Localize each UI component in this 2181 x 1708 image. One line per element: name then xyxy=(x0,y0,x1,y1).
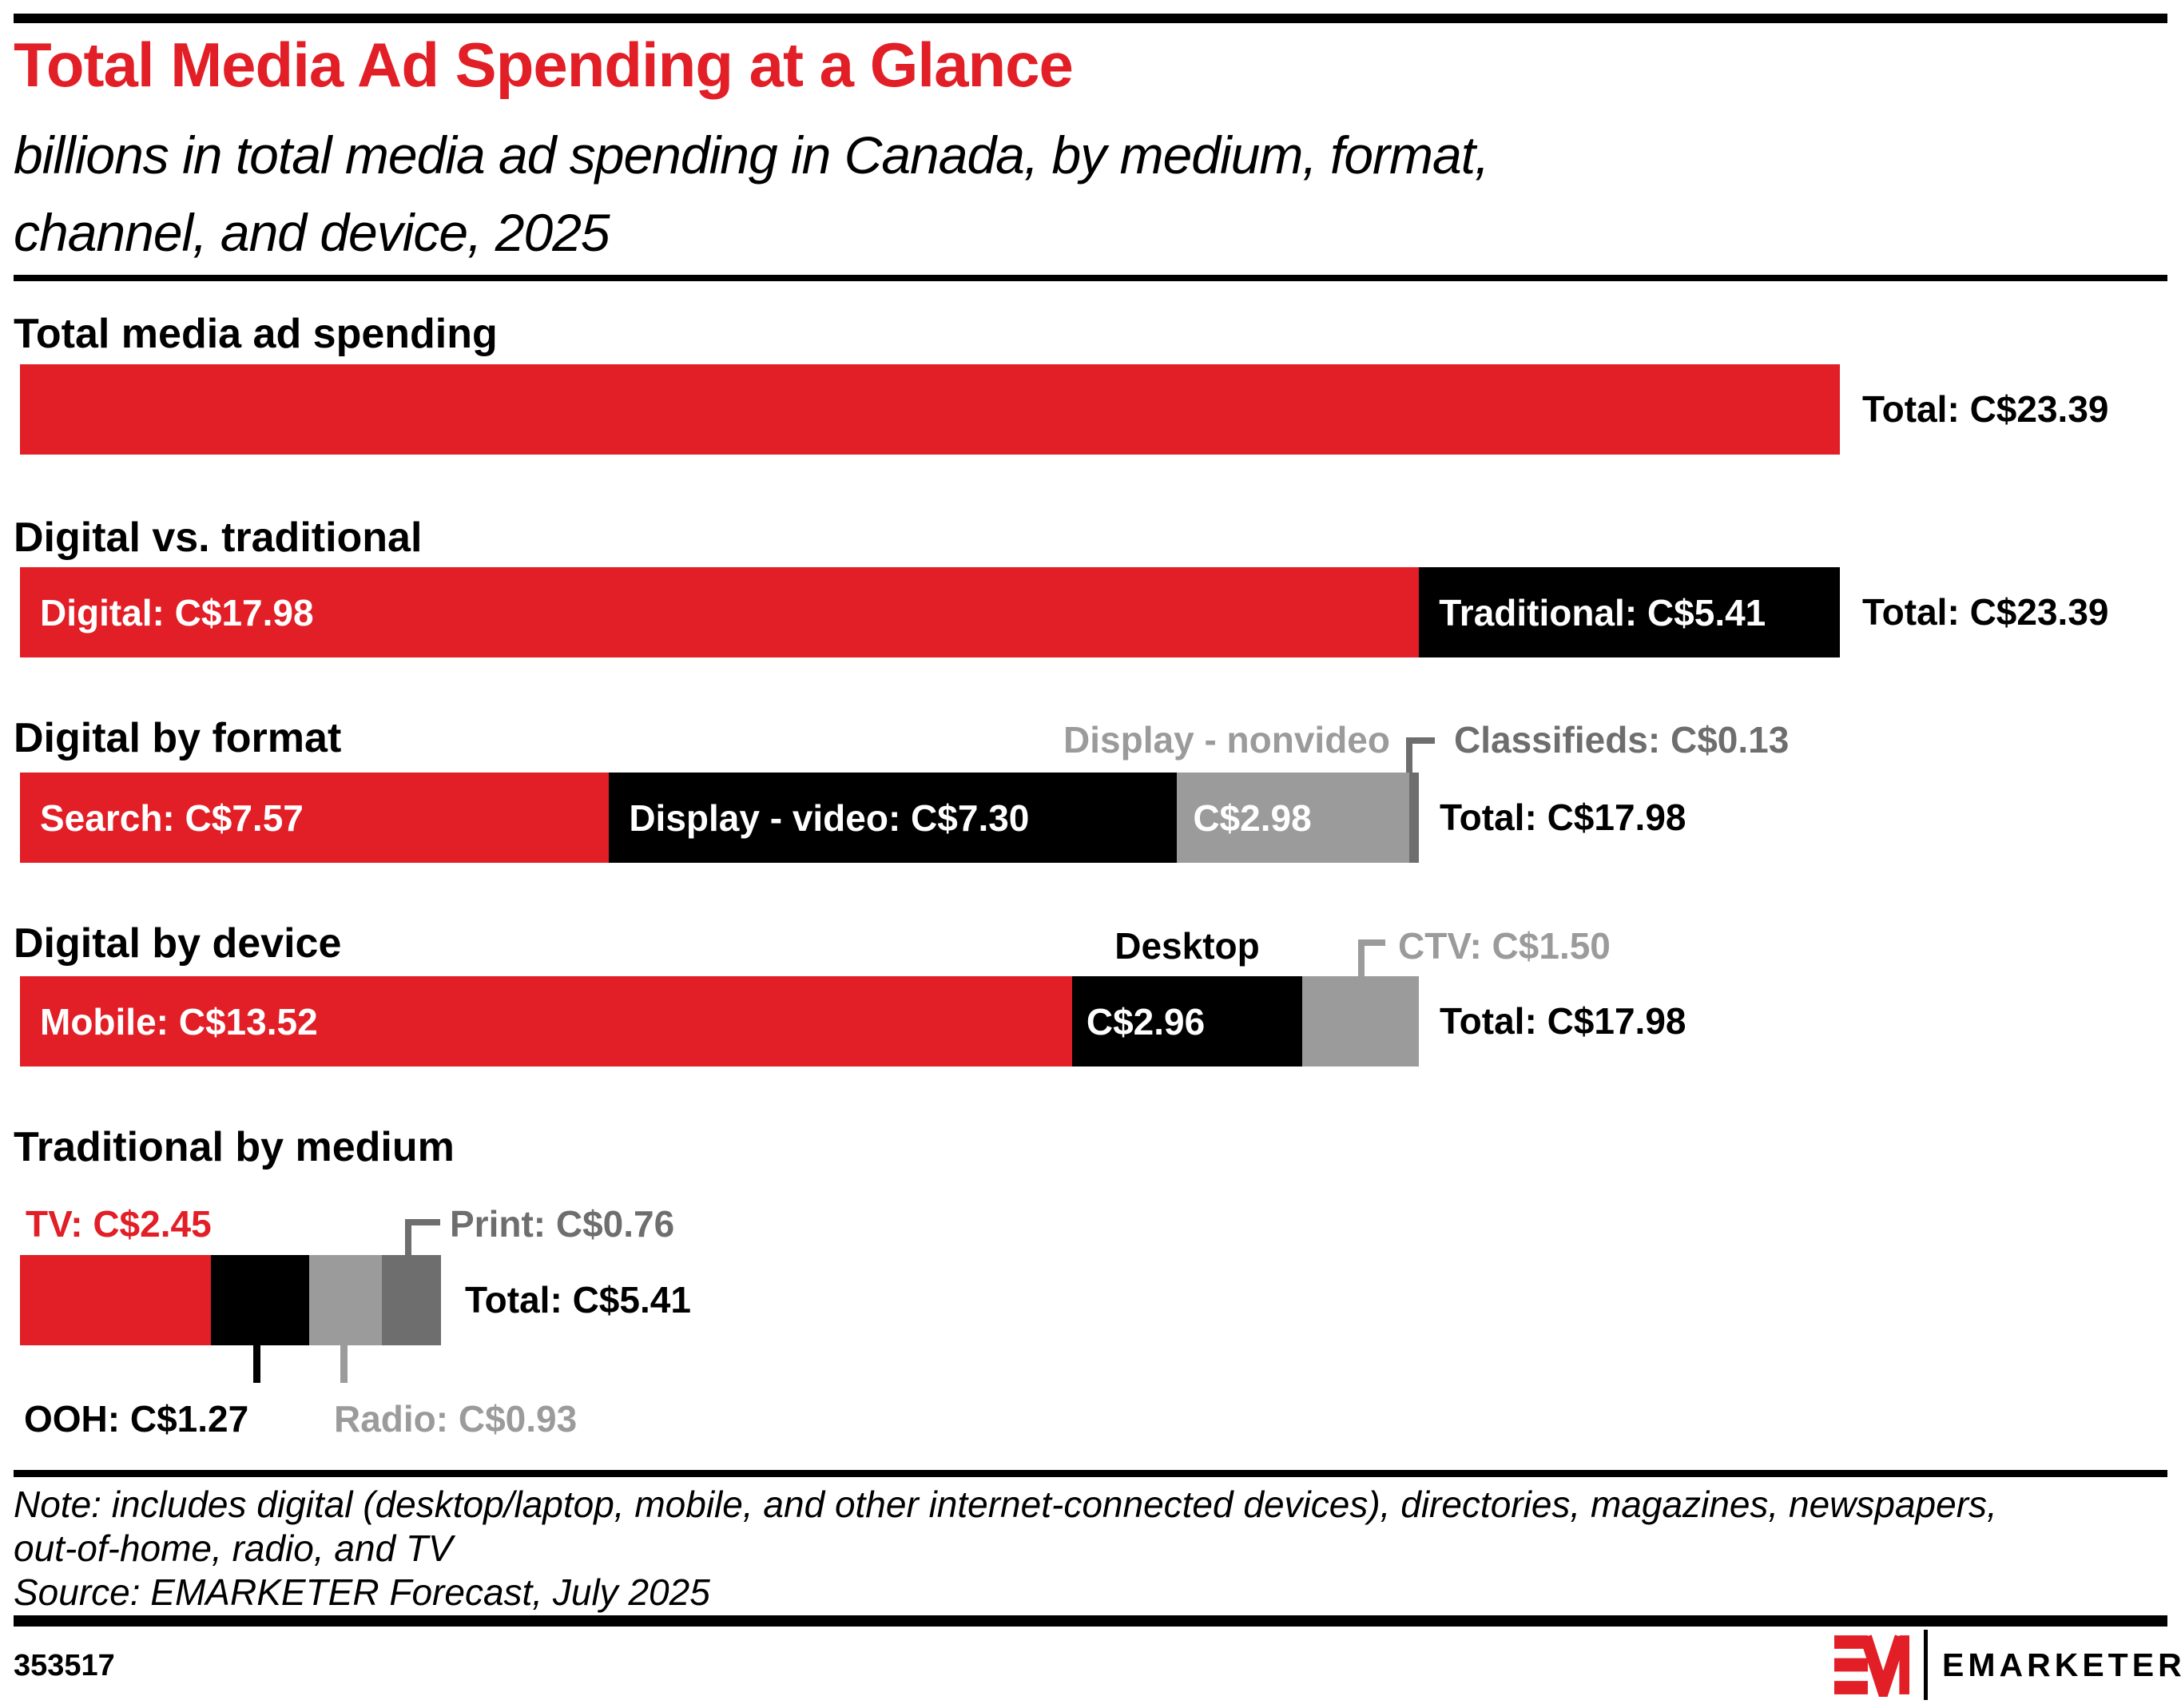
callout-label-ctv: CTV: C$1.50 xyxy=(1398,925,1611,967)
segment-search-label: Search: C$7.57 xyxy=(40,796,304,839)
segment-ooh xyxy=(210,1255,310,1345)
total-label-section-4: Total: C$17.98 xyxy=(1440,1000,1686,1042)
segment-radio xyxy=(309,1255,382,1345)
segment-print xyxy=(381,1255,441,1345)
bar-digital-by-format: Search: C$7.57 Display - video: C$7.30 C… xyxy=(20,773,1420,863)
callout-label-tv: TV: C$2.45 xyxy=(26,1203,212,1245)
print-callout-elbow xyxy=(405,1219,440,1225)
segment-desktop-label: C$2.96 xyxy=(1086,1000,1206,1043)
segment-traditional-label: Traditional: C$5.41 xyxy=(1439,591,1766,634)
segment-display-nonvideo-label: C$2.98 xyxy=(1193,796,1312,839)
callout-label-display-nonvideo: Display - nonvideo xyxy=(1063,719,1390,761)
note-line-1: Note: includes digital (desktop/laptop, … xyxy=(14,1484,1997,1525)
segment-display-video-label: Display - video: C$7.30 xyxy=(629,796,1030,839)
subtitle-line-1: billions in total media ad spending in C… xyxy=(14,125,1489,185)
classifieds-callout-line xyxy=(1406,737,1412,773)
bar-total-media xyxy=(20,364,1841,455)
chart-subtitle: billions in total media ad spending in C… xyxy=(14,117,1489,272)
segment-digital-label: Digital: C$17.98 xyxy=(40,591,314,634)
total-label-section-2: Total: C$23.39 xyxy=(1862,591,2109,633)
logo-separator xyxy=(1924,1630,1928,1700)
ctv-callout-line xyxy=(1358,939,1365,976)
segment-total-media xyxy=(20,364,1841,455)
source-line: Source: EMARKETER Forecast, July 2025 xyxy=(14,1571,710,1613)
segment-classifieds xyxy=(1408,773,1420,863)
segment-traditional: Traditional: C$5.41 xyxy=(1419,567,1841,657)
segment-search: Search: C$7.57 xyxy=(20,773,610,863)
total-label-section-5: Total: C$5.41 xyxy=(465,1279,691,1321)
ooh-callout-line xyxy=(253,1345,260,1383)
logo-wordmark: EMARKETER xyxy=(1942,1646,2181,1683)
segment-ctv xyxy=(1302,976,1420,1067)
section-heading-digital-by-device: Digital by device xyxy=(14,920,342,967)
chart-id: 353517 xyxy=(14,1649,115,1682)
segment-mobile: Mobile: C$13.52 xyxy=(20,976,1072,1067)
total-label-section-1: Total: C$23.39 xyxy=(1862,388,2109,430)
emarketer-logo: EMARKETER xyxy=(1834,1630,2181,1700)
segment-display-video: Display - video: C$7.30 xyxy=(609,773,1178,863)
section-heading-digital-by-format: Digital by format xyxy=(14,715,342,761)
section-heading-total: Total media ad spending xyxy=(14,311,498,357)
bar-digital-by-device: Mobile: C$13.52 C$2.96 xyxy=(20,976,1420,1067)
page-title: Total Media Ad Spending at a Glance xyxy=(14,30,1074,100)
section-heading-traditional-by-medium: Traditional by medium xyxy=(14,1124,455,1170)
header-divider xyxy=(14,275,2167,281)
bar-digital-vs-traditional: Digital: C$17.98 Traditional: C$5.41 xyxy=(20,567,1841,657)
footer-rule xyxy=(14,1615,2167,1627)
callout-label-desktop: Desktop xyxy=(1114,925,1260,967)
radio-callout-line xyxy=(340,1345,348,1383)
segment-mobile-label: Mobile: C$13.52 xyxy=(40,1000,318,1043)
segment-display-nonvideo: C$2.98 xyxy=(1177,773,1409,863)
callout-label-ooh: OOH: C$1.27 xyxy=(24,1398,249,1440)
section-heading-digital-vs-traditional: Digital vs. traditional xyxy=(14,514,423,561)
bar-traditional-by-medium xyxy=(20,1255,441,1345)
segment-tv xyxy=(20,1255,211,1345)
callout-label-classifieds: Classifieds: C$0.13 xyxy=(1454,719,1790,761)
segment-digital: Digital: C$17.98 xyxy=(20,567,1420,657)
top-rule xyxy=(14,14,2167,23)
ctv-callout-elbow xyxy=(1358,939,1385,946)
classifieds-callout-elbow xyxy=(1406,737,1435,744)
emarketer-logo-icon xyxy=(1834,1635,1909,1697)
total-label-section-3: Total: C$17.98 xyxy=(1440,796,1686,838)
subtitle-line-2: channel, and device, 2025 xyxy=(14,203,610,262)
callout-label-radio: Radio: C$0.93 xyxy=(334,1398,578,1440)
segment-desktop: C$2.96 xyxy=(1071,976,1303,1067)
note-line-2: out-of-home, radio, and TV xyxy=(14,1527,453,1569)
print-callout-line xyxy=(405,1219,411,1255)
callout-label-print: Print: C$0.76 xyxy=(450,1203,675,1245)
footer-divider xyxy=(14,1470,2167,1477)
